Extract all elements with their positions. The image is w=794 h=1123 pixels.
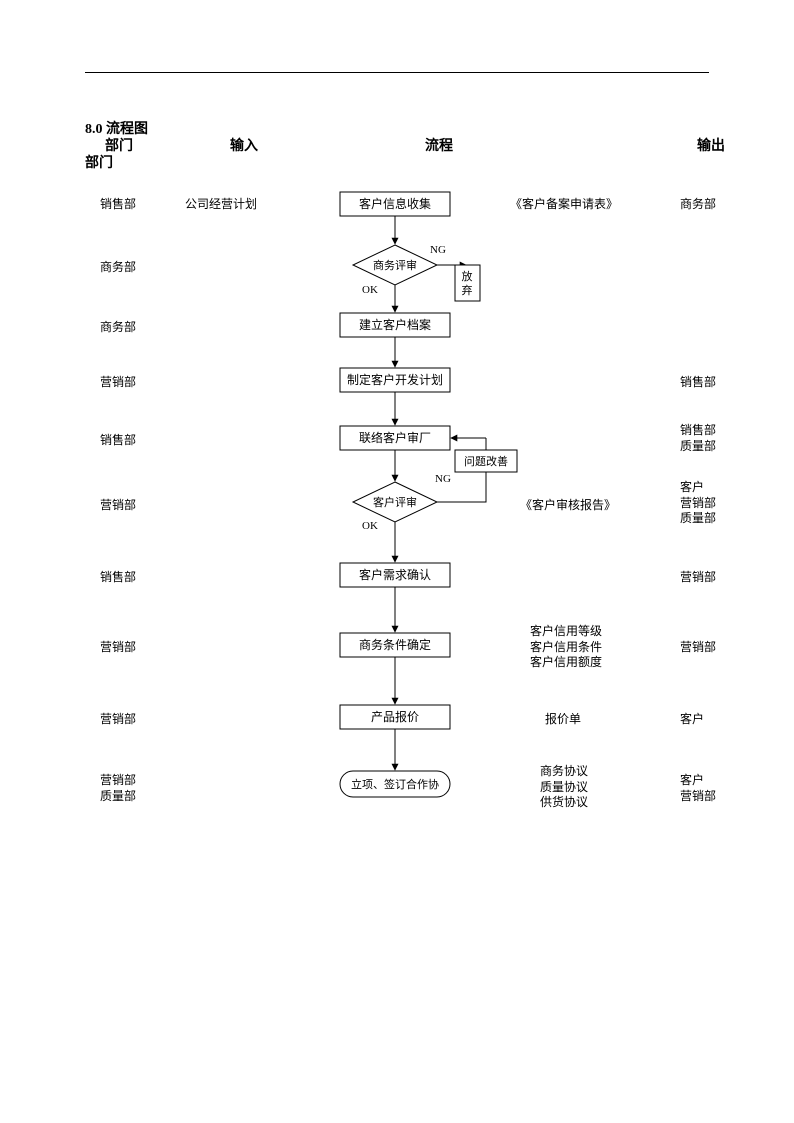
svg-text:问题改善: 问题改善: [464, 454, 508, 468]
node-collect-info: 客户信息收集: [340, 192, 450, 216]
node-improve: 问题改善: [455, 450, 517, 472]
svg-text:立项、签订合作协: 立项、签订合作协: [351, 777, 439, 791]
svg-text:客户信息收集: 客户信息收集: [359, 196, 431, 211]
svg-text:联络客户审厂: 联络客户审厂: [359, 430, 431, 445]
node-contact-audit: 联络客户审厂: [340, 426, 450, 450]
svg-text:制定客户开发计划: 制定客户开发计划: [347, 372, 443, 387]
flowchart-svg: 客户信息收集 商务评审 放 弃 建立客户档案 制定客户开发计划: [0, 0, 794, 1123]
node-customer-review: 客户评审: [353, 482, 437, 522]
svg-text:商务条件确定: 商务条件确定: [359, 637, 431, 652]
node-abandon: 放 弃: [455, 265, 480, 301]
node-biz-terms: 商务条件确定: [340, 633, 450, 657]
node-create-profile: 建立客户档案: [340, 313, 450, 337]
svg-text:建立客户档案: 建立客户档案: [359, 317, 431, 332]
svg-text:商务评审: 商务评审: [373, 258, 417, 272]
page: 8.0 流程图 部门 输入 流程 输出 部门 销售部 公司经营计划 《客户备案申…: [0, 0, 794, 1123]
svg-text:客户评审: 客户评审: [373, 495, 417, 509]
svg-text:产品报价: 产品报价: [371, 709, 419, 724]
node-sign-contract: 立项、签订合作协: [340, 771, 450, 797]
abandon-text-1: 放: [462, 269, 473, 283]
edge: [437, 472, 486, 502]
node-dev-plan: 制定客户开发计划: [340, 368, 450, 392]
node-quote: 产品报价: [340, 705, 450, 729]
node-demand-confirm: 客户需求确认: [340, 563, 450, 587]
node-biz-review: 商务评审: [353, 245, 437, 285]
abandon-text-2: 弃: [462, 283, 473, 297]
svg-text:客户需求确认: 客户需求确认: [359, 567, 431, 582]
